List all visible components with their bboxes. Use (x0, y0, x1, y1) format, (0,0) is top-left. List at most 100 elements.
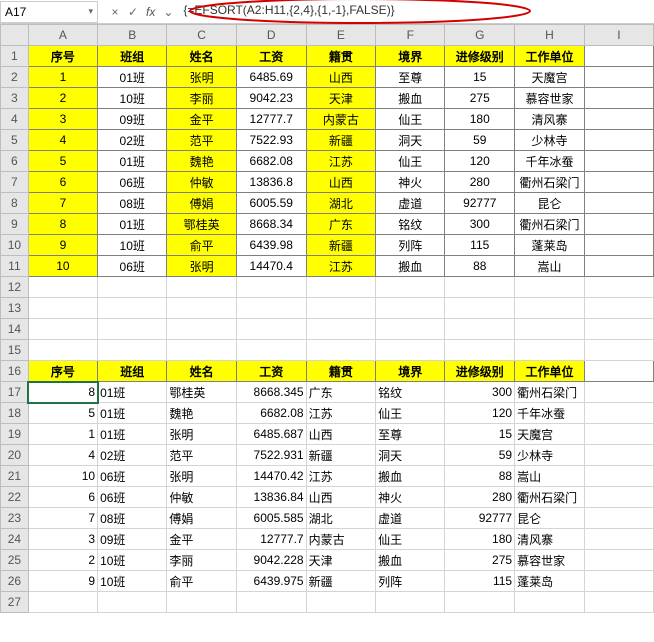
cell-C12[interactable] (167, 277, 237, 298)
cell-H17[interactable]: 衢州石梁门 (515, 382, 585, 403)
cell-F7[interactable]: 神火 (376, 172, 445, 193)
cell-A25[interactable]: 2 (28, 550, 97, 571)
cell-G27[interactable] (445, 592, 515, 613)
cell-A1[interactable]: 序号 (28, 46, 97, 67)
cell-C2[interactable]: 张明 (167, 67, 237, 88)
col-header-B[interactable]: B (98, 25, 167, 46)
cell-G6[interactable]: 120 (445, 151, 515, 172)
cell-E16[interactable]: 籍贯 (306, 361, 376, 382)
cell-E2[interactable]: 山西 (306, 67, 376, 88)
cell-G9[interactable]: 300 (445, 214, 515, 235)
row-header-24[interactable]: 24 (1, 529, 29, 550)
cell-B12[interactable] (98, 277, 167, 298)
cell-F25[interactable]: 搬血 (376, 550, 445, 571)
cell-C16[interactable]: 姓名 (167, 361, 237, 382)
cell-H2[interactable]: 天魔宫 (515, 67, 585, 88)
cell-A23[interactable]: 7 (28, 508, 97, 529)
cell-F15[interactable] (376, 340, 445, 361)
cell-B16[interactable]: 班组 (98, 361, 167, 382)
row-header-11[interactable]: 11 (1, 256, 29, 277)
cell-B11[interactable]: 06班 (98, 256, 167, 277)
cell-B3[interactable]: 10班 (98, 88, 167, 109)
cell-C13[interactable] (167, 298, 237, 319)
cell-I18[interactable] (584, 403, 653, 424)
cell-G11[interactable]: 88 (445, 256, 515, 277)
cell-B24[interactable]: 09班 (98, 529, 167, 550)
cell-B6[interactable]: 01班 (98, 151, 167, 172)
cell-A10[interactable]: 9 (28, 235, 97, 256)
cell-E11[interactable]: 江苏 (306, 256, 376, 277)
cell-H21[interactable]: 嵩山 (515, 466, 585, 487)
cell-D22[interactable]: 13836.84 (236, 487, 306, 508)
cell-D9[interactable]: 8668.34 (236, 214, 306, 235)
cell-G14[interactable] (445, 319, 515, 340)
cell-H11[interactable]: 嵩山 (515, 256, 585, 277)
cell-A17[interactable]: 8 (28, 382, 97, 403)
cell-H22[interactable]: 衢州石梁门 (515, 487, 585, 508)
cell-D5[interactable]: 7522.93 (236, 130, 306, 151)
cell-A4[interactable]: 3 (28, 109, 97, 130)
cell-G15[interactable] (445, 340, 515, 361)
row-header-9[interactable]: 9 (1, 214, 29, 235)
cell-B7[interactable]: 06班 (98, 172, 167, 193)
cell-I6[interactable] (584, 151, 653, 172)
cell-E1[interactable]: 籍贯 (306, 46, 376, 67)
cell-B26[interactable]: 10班 (98, 571, 167, 592)
cell-C18[interactable]: 魏艳 (167, 403, 237, 424)
row-header-18[interactable]: 18 (1, 403, 29, 424)
cell-E27[interactable] (306, 592, 376, 613)
row-header-20[interactable]: 20 (1, 445, 29, 466)
cell-D25[interactable]: 9042.228 (236, 550, 306, 571)
cell-I9[interactable] (584, 214, 653, 235)
row-header-2[interactable]: 2 (1, 67, 29, 88)
cell-B10[interactable]: 10班 (98, 235, 167, 256)
cell-A7[interactable]: 6 (28, 172, 97, 193)
cell-F16[interactable]: 境界 (376, 361, 445, 382)
cell-E8[interactable]: 湖北 (306, 193, 376, 214)
cell-G22[interactable]: 280 (445, 487, 515, 508)
cell-G18[interactable]: 120 (445, 403, 515, 424)
cell-A27[interactable] (28, 592, 97, 613)
cell-I12[interactable] (584, 277, 653, 298)
cell-E18[interactable]: 江苏 (306, 403, 376, 424)
cell-B21[interactable]: 06班 (98, 466, 167, 487)
row-header-16[interactable]: 16 (1, 361, 29, 382)
cell-E14[interactable] (306, 319, 376, 340)
cell-B23[interactable]: 08班 (98, 508, 167, 529)
cell-B13[interactable] (98, 298, 167, 319)
cell-A14[interactable] (28, 319, 97, 340)
cell-B17[interactable]: 01班 (98, 382, 167, 403)
row-header-26[interactable]: 26 (1, 571, 29, 592)
cell-F21[interactable]: 搬血 (376, 466, 445, 487)
cell-E17[interactable]: 广东 (306, 382, 376, 403)
cell-C6[interactable]: 魏艳 (167, 151, 237, 172)
cell-D11[interactable]: 14470.4 (236, 256, 306, 277)
cell-G23[interactable]: 92777 (445, 508, 515, 529)
row-header-1[interactable]: 1 (1, 46, 29, 67)
formula-input[interactable]: {=EFSORT(A2:H11,{2,4},{1,-1},FALSE)} (177, 1, 654, 23)
cell-B25[interactable]: 10班 (98, 550, 167, 571)
row-header-27[interactable]: 27 (1, 592, 29, 613)
cell-C14[interactable] (167, 319, 237, 340)
cell-D16[interactable]: 工资 (236, 361, 306, 382)
row-header-19[interactable]: 19 (1, 424, 29, 445)
cell-D4[interactable]: 12777.7 (236, 109, 306, 130)
cell-F18[interactable]: 仙王 (376, 403, 445, 424)
cell-A5[interactable]: 4 (28, 130, 97, 151)
cell-F8[interactable]: 虚道 (376, 193, 445, 214)
cell-D10[interactable]: 6439.98 (236, 235, 306, 256)
cell-F12[interactable] (376, 277, 445, 298)
row-header-21[interactable]: 21 (1, 466, 29, 487)
cell-E24[interactable]: 内蒙古 (306, 529, 376, 550)
cell-G2[interactable]: 15 (445, 67, 515, 88)
cell-G1[interactable]: 进修级别 (445, 46, 515, 67)
cell-D2[interactable]: 6485.69 (236, 67, 306, 88)
cell-G20[interactable]: 59 (445, 445, 515, 466)
cell-I15[interactable] (584, 340, 653, 361)
cell-E12[interactable] (306, 277, 376, 298)
cell-C21[interactable]: 张明 (167, 466, 237, 487)
cell-A13[interactable] (28, 298, 97, 319)
cell-G8[interactable]: 92777 (445, 193, 515, 214)
cell-F6[interactable]: 仙王 (376, 151, 445, 172)
row-header-14[interactable]: 14 (1, 319, 29, 340)
